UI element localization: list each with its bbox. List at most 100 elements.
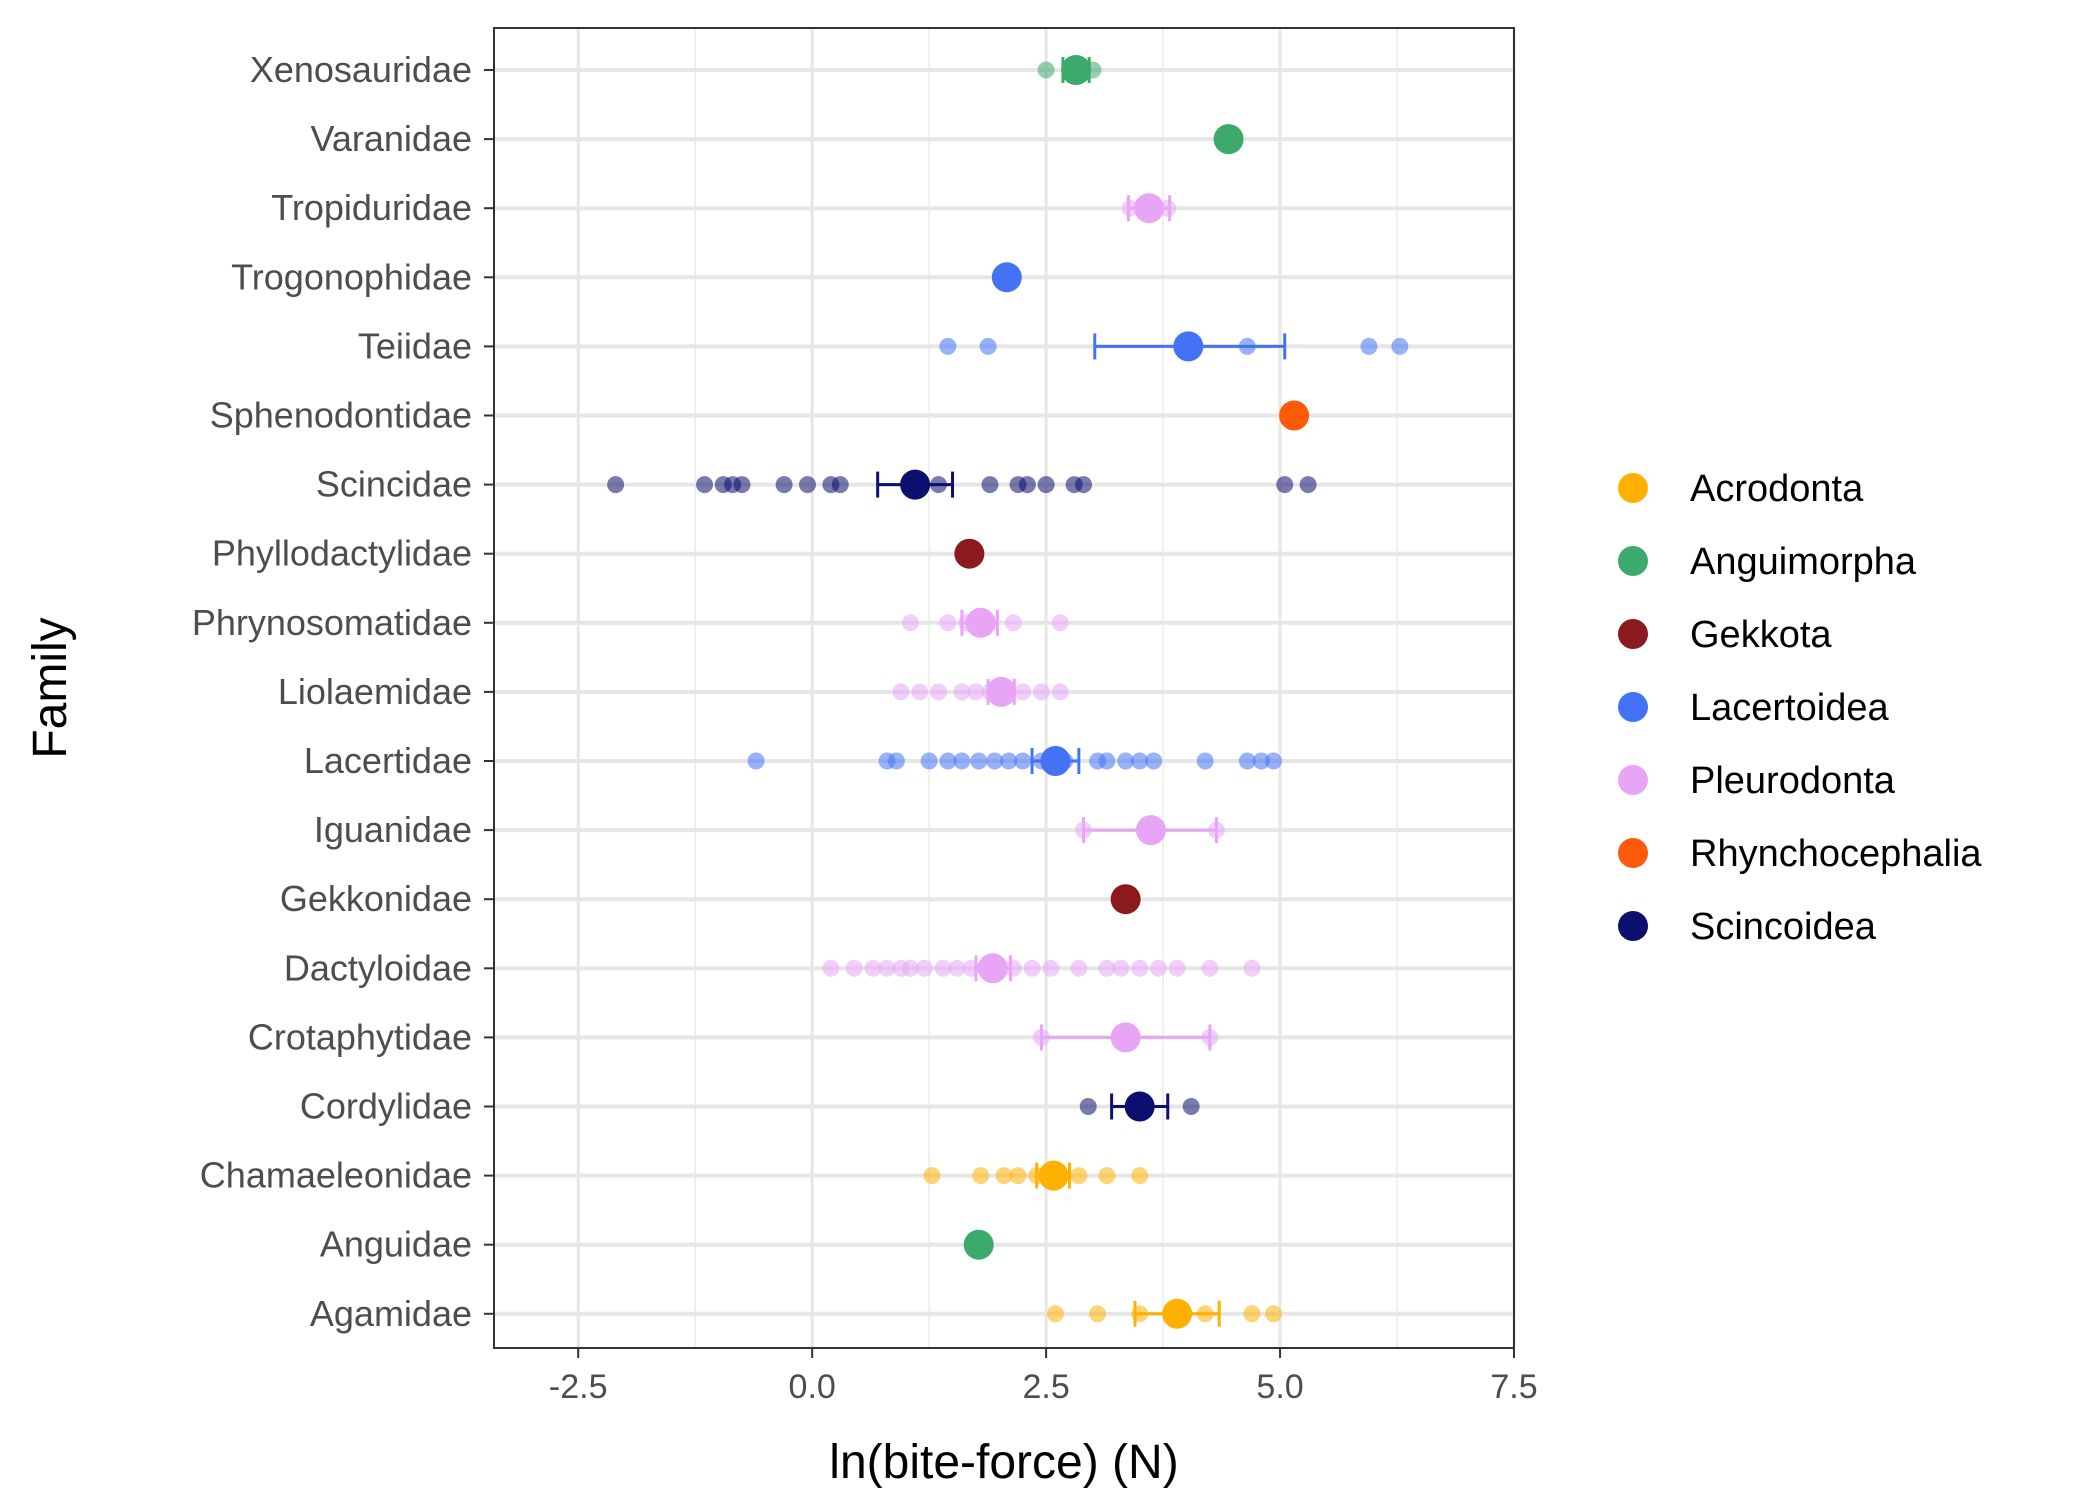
legend-label: Acrodonta (1690, 468, 1864, 510)
mean-point (900, 469, 931, 500)
x-axis-title: ln(bite-force) (N) (829, 1436, 1178, 1489)
legend-label: Scincoidea (1690, 906, 1877, 948)
observation-point (979, 337, 997, 355)
x-tick-label: 7.5 (1490, 1368, 1537, 1406)
mean-point (1124, 1091, 1155, 1122)
observation-point (967, 683, 985, 701)
observation-point (939, 752, 957, 770)
mean-point (991, 262, 1022, 293)
observation-point (892, 683, 910, 701)
observation-point (1276, 476, 1294, 494)
observation-point (747, 752, 765, 770)
family-group-phyllodactylidae (954, 538, 985, 569)
observation-point (1131, 752, 1149, 770)
observation-point (887, 752, 905, 770)
observation-point (953, 683, 971, 701)
observation-point (1131, 959, 1149, 977)
observation-point (986, 752, 1004, 770)
y-tick-label: Trogonophidae (231, 256, 472, 297)
legend-item: Acrodonta (1618, 468, 1864, 510)
legend-item: Gekkota (1618, 614, 1832, 656)
y-tick-label: Iguanidae (314, 809, 472, 850)
observation-point (1117, 752, 1135, 770)
observation-point (864, 959, 882, 977)
mean-point (1135, 815, 1166, 846)
observation-point (939, 337, 957, 355)
y-axis: Agamidae Anguidae Chamaeleonidae Cordylidae… (192, 49, 494, 1334)
mean-point (963, 1229, 994, 1260)
family-group-scincidae (607, 469, 1317, 500)
observation-point (1149, 959, 1167, 977)
family-group-xenosauridae (1037, 55, 1102, 85)
legend-key (1618, 911, 1648, 941)
family-group-dactyloidae (822, 953, 1261, 984)
y-tick-label: Lacertidae (304, 740, 472, 781)
observation-point (1299, 476, 1317, 494)
family-group-anguidae (963, 1229, 994, 1260)
observation-point (1243, 959, 1261, 977)
observation-point (1014, 752, 1032, 770)
observation-point (831, 476, 849, 494)
mean-point (1162, 1298, 1193, 1329)
observation-point (920, 752, 938, 770)
legend-item: Rhynchocephalia (1618, 833, 1982, 875)
legend-label: Gekkota (1690, 614, 1832, 656)
observation-point (972, 1167, 990, 1185)
observation-point (1046, 1305, 1064, 1323)
family-group-agamidae (1046, 1298, 1283, 1329)
y-tick-label: Agamidae (310, 1293, 472, 1334)
x-tick-label: 0.0 (789, 1368, 836, 1406)
observation-point (798, 476, 816, 494)
y-tick-label: Phyllodactylidae (212, 533, 472, 574)
observation-point (1098, 959, 1116, 977)
y-tick-label: Liolaemidae (278, 671, 472, 712)
observation-point (953, 752, 971, 770)
observation-point (1089, 1305, 1107, 1323)
legend-key (1618, 765, 1648, 795)
x-tick-label: -2.5 (549, 1368, 608, 1406)
observation-point (934, 959, 952, 977)
legend-item: Lacertoidea (1618, 687, 1889, 729)
mean-point (977, 953, 1008, 984)
family-group-gekkonidae (1110, 884, 1141, 915)
family-group-crotaphytidae (1032, 1022, 1219, 1053)
y-tick-label: Crotaphytidae (248, 1016, 472, 1057)
y-tick-label: Chamaeleonidae (200, 1155, 472, 1196)
minor-gridlines (694, 28, 1398, 1348)
legend-key (1618, 546, 1648, 576)
observation-point (607, 476, 625, 494)
legend-key (1618, 619, 1648, 649)
observation-point (1070, 1167, 1088, 1185)
observation-point (1131, 1167, 1149, 1185)
legend-label: Anguimorpha (1690, 541, 1917, 583)
observation-point (1201, 959, 1219, 977)
y-tick-label: Sphenodontidae (210, 395, 472, 436)
observation-point (1252, 752, 1270, 770)
legend-item: Scincoidea (1618, 906, 1877, 948)
observation-point (1000, 752, 1018, 770)
mean-point (1061, 55, 1092, 85)
observation-point (923, 1167, 941, 1185)
observation-point (1098, 1167, 1116, 1185)
mean-point (1279, 400, 1310, 431)
observation-point (1265, 752, 1283, 770)
observation-point (901, 614, 919, 632)
y-tick-label: Teiidae (358, 325, 472, 366)
legend-label: Pleurodonta (1690, 760, 1896, 802)
observation-point (1051, 614, 1069, 632)
observation-point (939, 614, 957, 632)
legend-key (1618, 692, 1648, 722)
observation-point (1265, 1305, 1283, 1323)
legend-key (1618, 838, 1648, 868)
mean-point (1213, 124, 1244, 155)
observation-point (1032, 683, 1050, 701)
y-tick-label: Anguidae (320, 1224, 472, 1265)
observation-point (1051, 683, 1069, 701)
observation-point (915, 959, 933, 977)
y-tick-label: Scincidae (316, 464, 472, 505)
observation-point (733, 476, 751, 494)
family-group-iguanidae (1075, 815, 1225, 846)
observation-point (948, 959, 966, 977)
family-group-teiidae (939, 331, 1409, 362)
